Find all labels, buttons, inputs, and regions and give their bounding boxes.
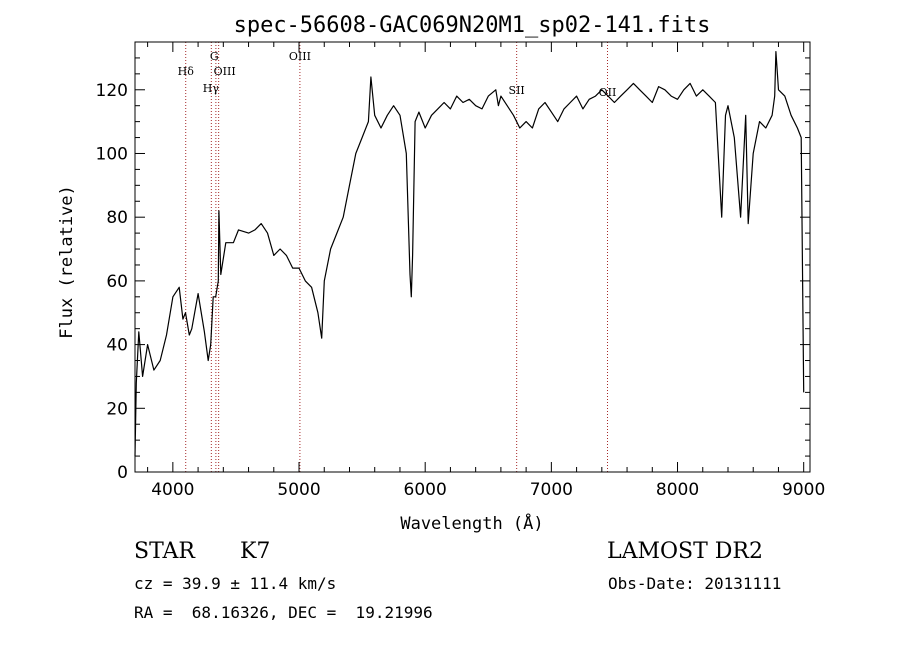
spectral-line-markers: Hδ G OIII Hγ OIII SII OII [178,42,617,472]
y-tick-label: 40 [106,336,128,356]
x-tick-label: 9000 [782,480,825,500]
spectral-line-label: SII [509,84,525,97]
coordinates-readout: RA = 68.16326, DEC = 19.21996 [134,603,433,622]
chart-title: spec-56608-GAC069N20M1_sp02-141.fits [234,13,711,38]
x-tick-label: 5000 [277,480,320,500]
x-tick-label: 7000 [530,480,573,500]
x-tick-label: 4000 [151,480,194,500]
x-tick-label: 8000 [656,480,699,500]
y-tick-label: 80 [106,208,128,228]
spectral-line-label: G [210,50,219,63]
spectral-line-label: OII [599,86,617,99]
spectral-line-label: OIII [214,65,236,78]
survey-name: LAMOST DR2 [607,539,763,564]
redshift-readout: cz = 39.9 ± 11.4 km/s [134,574,337,593]
y-tick-label: 20 [106,399,128,419]
spectral-line-label: Hδ [178,65,195,78]
y-axis-label: Flux (relative) [57,185,77,339]
spectral-line-label: Hγ [203,82,220,95]
spectral-line-label: OIII [289,50,311,63]
y-tick-label: 120 [96,81,128,101]
observation-date: Obs-Date: 20131111 [608,574,782,593]
plot-frame [134,41,811,473]
axis-ticks: 4000 5000 6000 7000 8000 9000 0 20 40 60 80 100 120 [96,42,825,500]
spectrum-series [134,50,805,457]
x-axis-label: Wavelength (Å) [400,512,543,534]
y-tick-label: 60 [106,272,128,292]
x-tick-label: 6000 [404,480,447,500]
y-tick-label: 0 [117,463,128,483]
y-tick-label: 100 [96,144,128,164]
spectrum-line [134,50,805,457]
object-class: STAR [134,539,195,564]
object-subclass: K7 [240,539,271,564]
